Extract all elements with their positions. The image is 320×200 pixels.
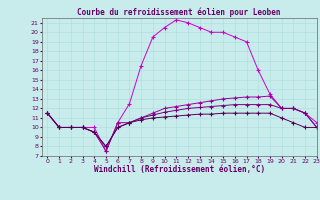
Title: Courbe du refroidissement éolien pour Leoben: Courbe du refroidissement éolien pour Le… <box>77 8 281 17</box>
X-axis label: Windchill (Refroidissement éolien,°C): Windchill (Refroidissement éolien,°C) <box>94 165 265 174</box>
